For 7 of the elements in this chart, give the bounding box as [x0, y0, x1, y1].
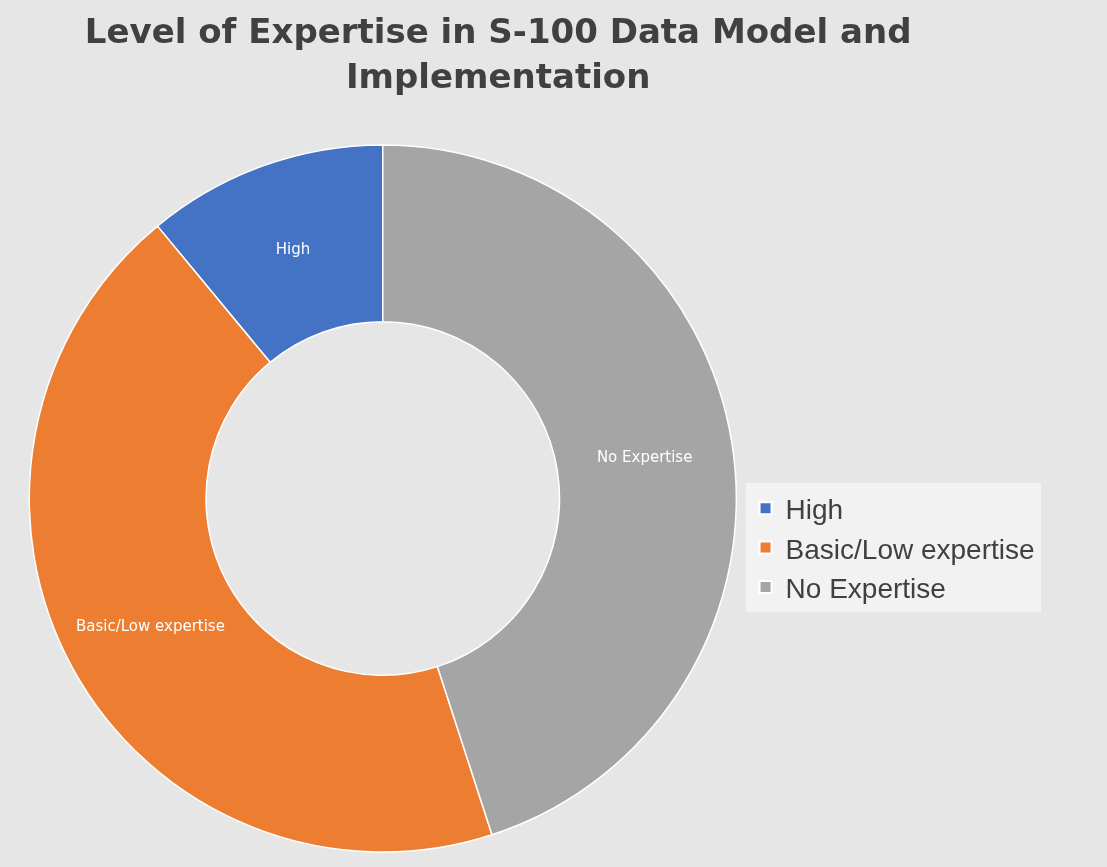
legend-label: No Expertise [785, 572, 946, 604]
slice-label: Basic/Low expertise [75, 617, 225, 636]
slice-label: High [275, 240, 311, 259]
slice-label: No Expertise [596, 448, 693, 467]
legend-label: Basic/Low expertise [785, 533, 1035, 565]
legend-label: High [785, 494, 844, 526]
chart-title: Level of Expertise in S-100 Data Model and Implementation [84, 11, 912, 96]
